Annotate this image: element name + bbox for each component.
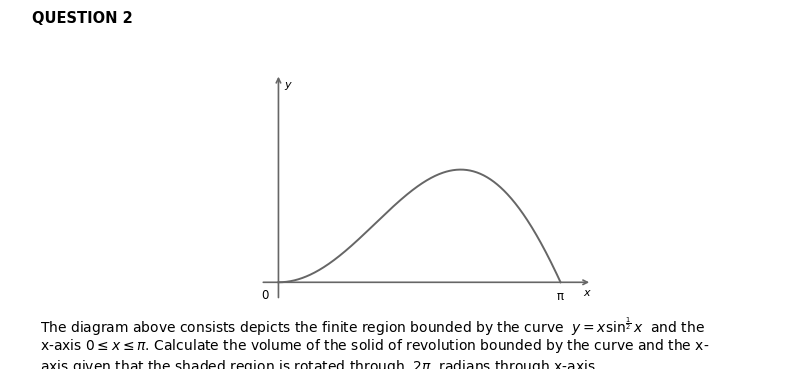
- Text: axis given that the shaded region is rotated through  $2\pi$  radians through x-: axis given that the shaded region is rot…: [40, 358, 600, 369]
- Text: x: x: [583, 288, 590, 298]
- Text: y: y: [284, 80, 290, 90]
- Text: QUESTION 2: QUESTION 2: [32, 11, 133, 26]
- Text: The diagram above consists depicts the finite region bounded by the curve  $y = : The diagram above consists depicts the f…: [40, 315, 705, 338]
- Text: x-axis $0 \leq x \leq \pi$. Calculate the volume of the solid of revolution boun: x-axis $0 \leq x \leq \pi$. Calculate th…: [40, 337, 710, 355]
- Text: π: π: [557, 290, 564, 303]
- Text: 0: 0: [262, 289, 269, 302]
